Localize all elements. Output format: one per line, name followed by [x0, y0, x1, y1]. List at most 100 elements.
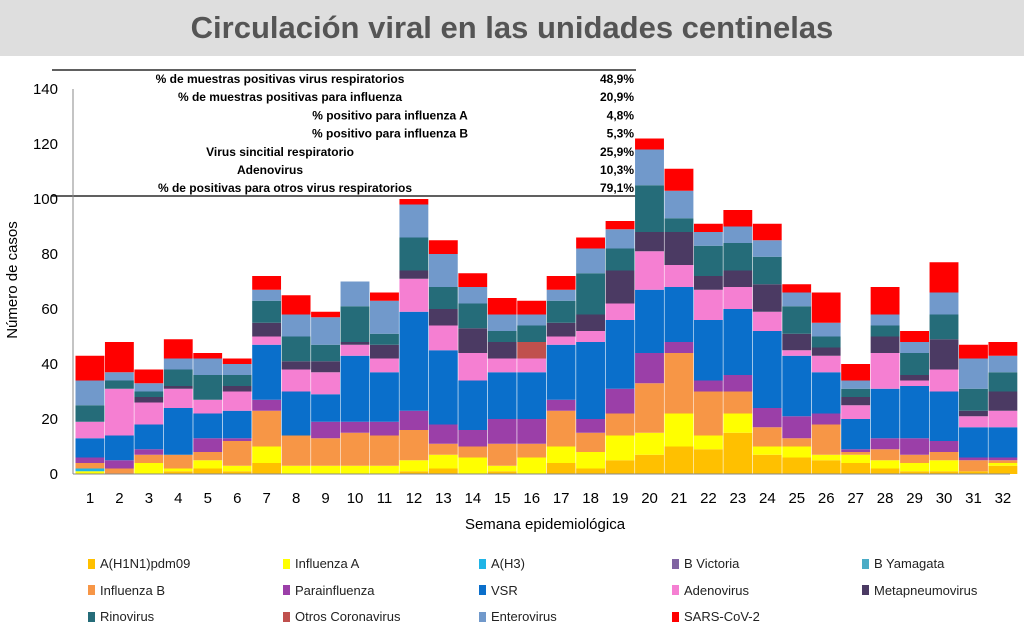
bar-segment-a-h1n1-pdm09-week-31 [959, 471, 988, 474]
bar-segment-enterovirus-week-29 [900, 342, 930, 353]
bar-segment-sars-cov-2-week-27 [841, 364, 871, 381]
legend-label: Metapneumovirus [874, 582, 978, 598]
y-tick-label: 100 [33, 191, 58, 208]
bar-segment-parainfluenza-week-15 [487, 419, 517, 444]
bar-segment-enterovirus-week-5 [193, 358, 223, 375]
legend-label: Enterovirus [491, 609, 557, 624]
x-tick-label: 15 [494, 490, 511, 507]
bar-segment-influenza-b-week-23 [723, 391, 753, 414]
bar-segment-a-h1n1-pdm09-week-6 [222, 471, 252, 474]
bar-segment-influenza-b-week-12 [399, 430, 429, 461]
bar-segment-enterovirus-week-9 [311, 317, 341, 345]
bar-segment-influenza-a-week-24 [752, 446, 782, 455]
legend-label: B Victoria [684, 556, 740, 571]
bar-segment-influenza-b-week-32 [988, 460, 1018, 463]
bar-segment-sars-cov-2-week-23 [723, 210, 753, 227]
bar-segment-vsr-week-15 [487, 372, 517, 419]
bar-segment-rinovirus-week-17 [546, 300, 576, 323]
bar-segment-influenza-a-week-26 [811, 454, 841, 461]
bar-segment-influenza-a-week-30 [929, 460, 959, 472]
bar-segment-adenovirus-week-32 [988, 410, 1018, 428]
x-tick-label: 19 [612, 490, 629, 507]
legend-swatch [862, 558, 869, 569]
bar-segment-sars-cov-2-week-19 [605, 221, 635, 230]
bar-segment-rinovirus-week-18 [576, 273, 606, 315]
x-tick-label: 3 [145, 490, 153, 507]
bar-segment-sars-cov-2-week-1 [75, 355, 105, 381]
x-tick-label: 31 [965, 490, 982, 507]
legend-swatch [88, 611, 95, 622]
legend-item: B Yamagata [862, 556, 944, 571]
bar-segment-vsr-week-19 [605, 320, 635, 389]
bar-segment-vsr-week-1 [75, 438, 105, 458]
bar-segment-parainfluenza-week-12 [399, 410, 429, 430]
bar-segment-sars-cov-2-week-7 [252, 276, 282, 290]
bar-segment-adenovirus-week-27 [841, 405, 871, 419]
legend-item: A(H3) [479, 556, 525, 571]
table-row-value: 4,8% [607, 108, 635, 122]
bar-segment-enterovirus-week-1 [75, 380, 105, 406]
bar-segment-influenza-b-week-25 [782, 438, 812, 447]
legend-label: Rinovirus [100, 609, 155, 624]
bar-segment-adenovirus-week-11 [370, 358, 399, 373]
bar-segment-a-h1n1-pdm09-week-20 [635, 454, 665, 474]
summary-table: % de muestras positivas virus respirator… [52, 69, 636, 197]
bar-segment-parainfluenza-week-23 [723, 375, 753, 392]
bar-segment-sars-cov-2-week-13 [428, 240, 458, 254]
bar-segment-influenza-a-week-22 [693, 435, 723, 450]
bar-segment-adenovirus-week-5 [193, 399, 223, 414]
legend-label: A(H1N1)pdm09 [100, 556, 191, 571]
bar-segment-sars-cov-2-week-3 [134, 369, 164, 384]
bar-segment-adenovirus-week-23 [723, 287, 753, 309]
bar-segment-enterovirus-week-26 [811, 322, 841, 337]
bar-segment-parainfluenza-week-18 [576, 419, 606, 433]
y-tick-label: 40 [41, 356, 58, 373]
bar-segment-vsr-week-20 [635, 289, 665, 353]
bar-segment-a-h1n1-pdm09-week-19 [605, 460, 635, 474]
bar-segment-a-h1n1-pdm09-week-12 [399, 471, 429, 474]
bar-segment-parainfluenza-week-14 [458, 430, 488, 447]
x-tick-label: 24 [759, 490, 776, 507]
bar-segment-influenza-b-week-24 [752, 427, 782, 447]
legend-label: A(H3) [491, 556, 525, 571]
bar-segment-vsr-week-4 [163, 408, 193, 455]
bar-segment-metapneumovirus-week-3 [134, 397, 164, 403]
bar-segment-vsr-week-9 [311, 394, 341, 422]
legend-swatch [88, 585, 95, 595]
bar-segment-influenza-b-week-8 [281, 435, 311, 466]
y-axis-title: Número de casos [4, 221, 21, 339]
table-row-label: % positivo para influenza B [312, 127, 468, 141]
x-tick-label: 4 [174, 490, 182, 507]
bar-segment-enterovirus-week-19 [605, 229, 635, 249]
bar-segment-adenovirus-week-28 [870, 353, 900, 389]
bar-segment-parainfluenza-week-25 [782, 416, 812, 439]
bar-segment-metapneumovirus-week-29 [900, 375, 930, 381]
legend-item: VSR [479, 583, 518, 598]
bar-segment-influenza-b-week-29 [900, 454, 930, 463]
bar-segment-a-h1n1-pdm09-week-25 [782, 457, 812, 474]
x-tick-label: 28 [877, 490, 894, 507]
bar-segment-adenovirus-week-13 [428, 325, 458, 351]
bar-segment-metapneumovirus-week-20 [635, 232, 665, 252]
bar-segment-adenovirus-week-17 [546, 336, 576, 345]
x-tick-label: 6 [233, 490, 241, 507]
bar-segment-a-h1n1-pdm09-week-22 [693, 449, 723, 474]
bar-segment-influenza-a-week-20 [635, 432, 665, 455]
bar-segment-adenovirus-week-15 [487, 358, 517, 373]
bar-segment-adenovirus-week-1 [75, 421, 105, 439]
bar-segment-influenza-a-week-8 [281, 465, 311, 474]
bar-segment-metapneumovirus-week-27 [841, 397, 871, 406]
legend-label: VSR [491, 582, 518, 598]
bar-segment-adenovirus-week-31 [959, 416, 988, 428]
bar-segment-enterovirus-week-23 [723, 226, 753, 243]
bar-segment-influenza-a-week-1 [75, 471, 105, 474]
bar-segment-sars-cov-2-week-8 [281, 295, 311, 315]
bar-segment-influenza-b-week-28 [870, 449, 900, 461]
bars [75, 138, 1018, 474]
bar-segment-parainfluenza-week-10 [340, 421, 370, 433]
bar-segment-influenza-b-week-31 [959, 460, 988, 472]
bar-segment-influenza-b-week-26 [811, 424, 841, 455]
bar-segment-sars-cov-2-week-5 [193, 353, 223, 359]
bar-segment-adenovirus-week-19 [605, 303, 635, 320]
x-tick-label: 25 [788, 490, 805, 507]
